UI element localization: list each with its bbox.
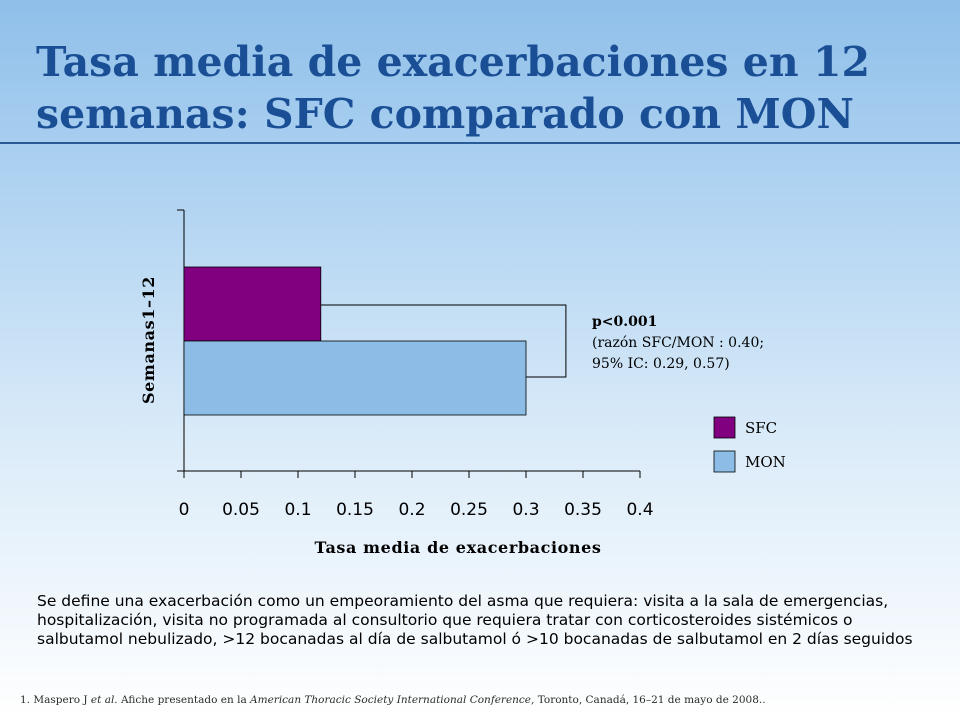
x-axis-title: Tasa media de exacerbaciones <box>314 538 601 557</box>
title-divider <box>0 142 960 144</box>
slide-title: Tasa media de exacerbaciones en 12 seman… <box>36 38 870 138</box>
y-axis-category-label: Semanas1–12 <box>139 276 158 404</box>
legend-label-mon: MON <box>745 453 786 471</box>
footnote-italic: et al. <box>90 694 118 706</box>
exacerbation-definition: Se define una exacerbación como un empeo… <box>37 592 913 648</box>
x-tick-label: 0.25 <box>450 500 488 520</box>
legend-swatch-mon <box>713 450 736 473</box>
bracket-line <box>320 304 567 378</box>
x-tick-label: 0.3 <box>512 500 539 520</box>
x-tick-labels: 0 0.05 0.1 0.15 0.2 0.25 0.3 0.35 0.4 <box>179 500 654 520</box>
x-tick-label: 0.15 <box>336 500 374 520</box>
legend-label-sfc: SFC <box>745 419 777 437</box>
legend-swatch-sfc <box>713 416 736 439</box>
footnote-italic: American Thoracic Society International … <box>250 694 535 706</box>
chart-legend: SFC MON <box>713 416 786 473</box>
significance-bracket <box>320 304 567 378</box>
chart-bars <box>183 266 527 416</box>
footnote-part: 1. Maspero J <box>20 694 91 706</box>
x-tick-label: 0.4 <box>626 500 653 520</box>
ci-label: 95% IC: 0.29, 0.57) <box>592 356 730 372</box>
x-tick-label: 0.1 <box>284 500 311 520</box>
bar-mon <box>183 340 527 416</box>
x-tick-label: 0 <box>179 500 190 520</box>
bar-sfc <box>183 266 322 342</box>
footnote-part: Afiche presentado en la <box>117 694 251 706</box>
bar-chart: 0 0.05 0.1 0.15 0.2 0.25 0.3 0.35 0.4 Tasa media… <box>139 209 786 557</box>
footnote-part: Toronto, Canadá, 16–21 de mayo de 2008.. <box>534 694 766 706</box>
x-tick-label: 0.2 <box>398 500 425 520</box>
x-tick-label: 0.35 <box>564 500 602 520</box>
ratio-label: (razón SFC/MON : 0.40; <box>592 335 764 351</box>
reference-footnote: 1. Maspero J et al. Afiche presentado en… <box>20 694 950 706</box>
x-tick-label: 0.05 <box>222 500 260 520</box>
p-value-label: p<0.001 <box>592 314 657 330</box>
